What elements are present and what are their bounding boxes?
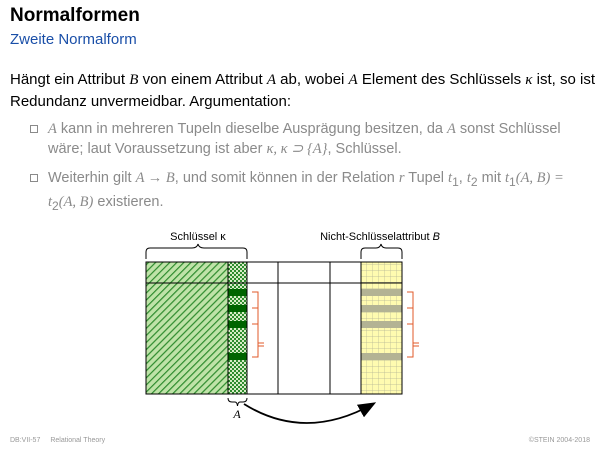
dependency-arrow: [243, 402, 377, 424]
b-value-cell: [361, 321, 402, 328]
bullet-item: A kann in mehreren Tupeln dieselbe Auspr…: [30, 119, 585, 159]
tuple-bracket-left: [252, 291, 264, 358]
b-value-cell: [361, 353, 402, 360]
attribute-a-label: A: [232, 407, 241, 421]
slide-subtitle: Zweite Normalform: [10, 31, 137, 48]
footer-copyright: ©STEIN 2004-2018: [528, 437, 590, 444]
var-b: B: [129, 72, 139, 88]
var-a: A: [266, 72, 276, 88]
b-value-cell: [361, 305, 402, 312]
a-value-cell: [228, 353, 247, 360]
tuple-bracket-right: [407, 291, 419, 358]
relation-table: [145, 261, 403, 395]
a-value-cell: [228, 289, 247, 296]
key-label: Schlüssel κ: [170, 231, 226, 243]
a-value-cell: [228, 305, 247, 312]
bullet-box-icon: [30, 174, 38, 182]
intro-paragraph: Hängt ein Attribut B von einem Attribut …: [10, 71, 596, 110]
a-value-cell: [228, 321, 247, 328]
bullet-item: Weiterhin gilt A → B, und somit können i…: [30, 168, 585, 216]
key-columns-fill: [146, 262, 228, 394]
b-value-cell: [361, 289, 402, 296]
nonkey-label: Nicht-Schlüsselattribut B: [320, 231, 440, 243]
bullet-box-icon: [30, 125, 38, 133]
slide-title: Normalformen: [10, 5, 140, 26]
attribute-a-brace: [227, 397, 248, 407]
nonkey-brace: [360, 243, 403, 259]
key-brace: [145, 243, 248, 259]
var-a: A: [348, 72, 358, 88]
footer-course: DB:VII-57 Relational Theory: [10, 437, 106, 444]
var-kappa: κ: [525, 72, 533, 88]
